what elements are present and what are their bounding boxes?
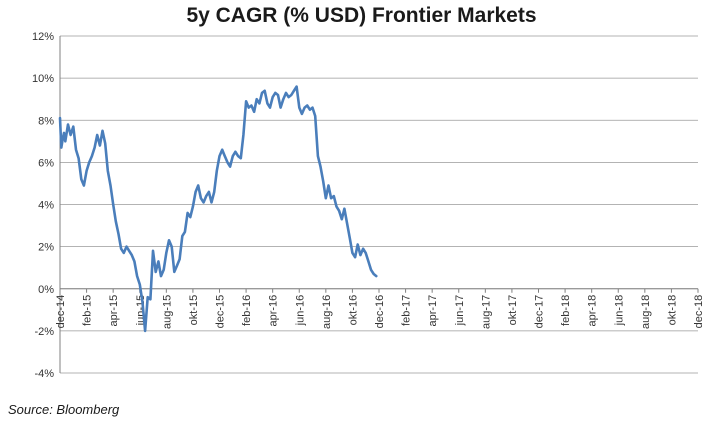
x-tick-label: apr-17 <box>427 295 439 327</box>
x-tick-label: apr-16 <box>268 295 280 327</box>
y-tick-label: 8% <box>38 115 54 127</box>
x-tick-label: aug-15 <box>161 295 173 329</box>
y-tick-label: -4% <box>34 368 54 380</box>
x-tick-label: feb-18 <box>560 295 572 326</box>
y-tick-label: 2% <box>38 242 54 254</box>
x-tick-label: dec-17 <box>534 295 546 329</box>
x-tick-label: jun-16 <box>294 295 306 327</box>
series-layer <box>58 85 378 333</box>
chart-title: 5y CAGR (% USD) Frontier Markets <box>186 4 537 27</box>
x-axis-ticks: dec-14 feb-15 apr-15 jun-15 aug-15 okt-15 dec-… <box>55 288 705 329</box>
x-tick-label: feb-17 <box>401 295 413 326</box>
y-tick-label: -2% <box>34 326 54 338</box>
x-tick-label: aug-17 <box>480 295 492 329</box>
y-axis-ticks: 12% 10% 8% 6% 4% 2% 0% -2% -4% <box>32 31 54 380</box>
x-tick-label: aug-16 <box>321 295 333 329</box>
x-tick-label: apr-15 <box>108 295 120 327</box>
x-tick-label: okt-15 <box>188 295 200 326</box>
series-line-0 <box>58 85 378 333</box>
x-tick-label: okt-18 <box>666 295 678 326</box>
x-tick-label: dec-16 <box>374 295 386 329</box>
x-tick-label: apr-18 <box>587 295 599 327</box>
x-tick-label: jun-18 <box>613 295 625 327</box>
x-tick-label: okt-16 <box>347 295 359 326</box>
y-tick-label: 4% <box>38 200 54 212</box>
x-tick-label: dec-15 <box>215 295 227 329</box>
source-note: Source: Bloomberg <box>8 402 120 417</box>
y-tick-label: 10% <box>32 73 54 85</box>
y-tick-label: 0% <box>38 284 54 296</box>
x-tick-label: dec-18 <box>693 295 705 329</box>
x-tick-label: jun-17 <box>454 295 466 327</box>
x-tick-label: dec-14 <box>55 295 67 329</box>
y-tick-label: 12% <box>32 31 54 43</box>
x-tick-label: aug-18 <box>640 295 652 329</box>
x-tick-label: feb-16 <box>241 295 253 326</box>
x-tick-label: feb-15 <box>82 295 94 326</box>
y-tick-label: 6% <box>38 157 54 169</box>
x-tick-label: okt-17 <box>507 295 519 326</box>
